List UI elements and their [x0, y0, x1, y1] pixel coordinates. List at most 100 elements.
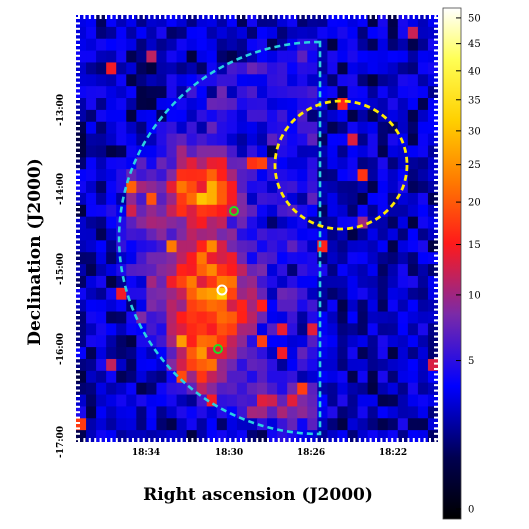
heatmap-cell — [337, 98, 349, 111]
heatmap-cell — [206, 287, 218, 301]
heatmap-cell — [347, 394, 359, 408]
heatmap-cell — [277, 418, 288, 431]
heatmap-cell — [387, 109, 399, 123]
x-tick-label: 18:30 — [215, 448, 243, 458]
heatmap-cell — [297, 86, 308, 99]
heatmap-cell — [226, 74, 238, 87]
heatmap-cell — [96, 394, 107, 408]
heatmap-cell — [287, 370, 298, 384]
heatmap-cell — [76, 418, 87, 431]
heatmap-cell — [407, 382, 419, 396]
heatmap-cell — [327, 311, 339, 324]
heatmap-cell — [136, 109, 147, 123]
heatmap-cell — [407, 109, 419, 123]
heatmap-cell — [76, 228, 87, 241]
heatmap-cell — [377, 323, 389, 336]
heatmap-cell — [126, 370, 137, 384]
heatmap-cell — [417, 394, 429, 408]
heatmap-cell — [116, 287, 127, 301]
heatmap-cell — [397, 264, 409, 277]
heatmap-cell — [287, 299, 298, 313]
heatmap-cell — [96, 382, 107, 396]
heatmap-cell — [287, 86, 298, 99]
heatmap-cell — [427, 145, 438, 158]
heatmap-cell — [96, 169, 107, 182]
heatmap-cell — [196, 192, 208, 206]
heatmap-cell — [76, 50, 87, 64]
heatmap-cell — [226, 335, 238, 348]
heatmap-cell — [216, 26, 228, 40]
heatmap-cell — [367, 394, 379, 408]
heatmap-cell — [106, 430, 117, 442]
heatmap-cell — [337, 50, 349, 64]
heatmap-cell — [186, 252, 198, 265]
heatmap-cell — [417, 98, 429, 111]
heatmap-cell — [86, 394, 97, 408]
heatmap-cell — [76, 192, 87, 206]
heatmap-cell — [76, 240, 87, 253]
heatmap-cell — [96, 74, 107, 87]
heatmap-cell — [277, 86, 288, 99]
heatmap-cell — [76, 323, 87, 336]
heatmap-cell — [126, 228, 137, 241]
heatmap-cell — [397, 38, 409, 52]
heatmap-cell — [377, 406, 389, 419]
heatmap-cell — [307, 38, 318, 52]
heatmap-cell — [427, 38, 438, 52]
heatmap-cell — [76, 394, 87, 408]
heatmap-cell — [417, 192, 429, 206]
heatmap-cell — [347, 50, 359, 64]
heatmap-cell — [126, 430, 137, 442]
heatmap-cell — [166, 430, 178, 442]
heatmap-cell — [367, 121, 379, 135]
heatmap-cell — [136, 192, 147, 206]
heatmap-cell — [196, 26, 208, 40]
heatmap-cell — [186, 264, 198, 277]
heatmap-cell — [206, 62, 218, 75]
heatmap-cell — [166, 323, 178, 336]
heatmap-cell — [166, 26, 178, 40]
heatmap-cell — [146, 394, 158, 408]
heatmap-cell — [116, 62, 127, 75]
heatmap-cell — [407, 299, 419, 313]
heatmap-cell — [267, 192, 278, 206]
heatmap-cell — [86, 15, 97, 28]
heatmap-cell — [186, 347, 198, 360]
heatmap-cell — [106, 50, 117, 64]
heatmap-cell — [196, 299, 208, 313]
heatmap-cell — [236, 216, 248, 230]
heatmap-cell — [246, 169, 258, 182]
heatmap-cell — [367, 430, 379, 442]
heatmap-cell — [377, 430, 389, 442]
heatmap-cell — [196, 370, 208, 384]
heatmap-cell — [337, 204, 349, 218]
heatmap-cell — [246, 264, 258, 277]
heatmap-cell — [146, 228, 158, 241]
heatmap-cell — [246, 228, 258, 241]
heatmap-cell — [176, 287, 188, 301]
heatmap-cell — [307, 157, 318, 170]
heatmap-cell — [327, 287, 339, 301]
heatmap-cell — [166, 347, 178, 360]
heatmap-cell — [226, 370, 238, 384]
heatmap-cell — [407, 370, 419, 384]
heatmap-cell — [417, 50, 429, 64]
heatmap-cell — [136, 181, 147, 194]
heatmap-cell — [116, 228, 127, 241]
heatmap-cell — [317, 74, 328, 87]
heatmap-cell — [287, 240, 298, 253]
heatmap-cell — [377, 394, 389, 408]
heatmap-cell — [186, 323, 198, 336]
heatmap-cell — [226, 358, 238, 372]
heatmap-cell — [106, 299, 117, 313]
heatmap-cell — [257, 299, 268, 313]
heatmap-cell — [136, 15, 147, 28]
heatmap-cell — [86, 430, 97, 442]
heatmap-cell — [257, 86, 268, 99]
heatmap-cell — [146, 26, 158, 40]
heatmap-cell — [226, 157, 238, 170]
heatmap-cell — [357, 169, 369, 182]
heatmap-cell — [166, 240, 178, 253]
heatmap-cell — [257, 370, 268, 384]
heatmap-cell — [106, 418, 117, 431]
